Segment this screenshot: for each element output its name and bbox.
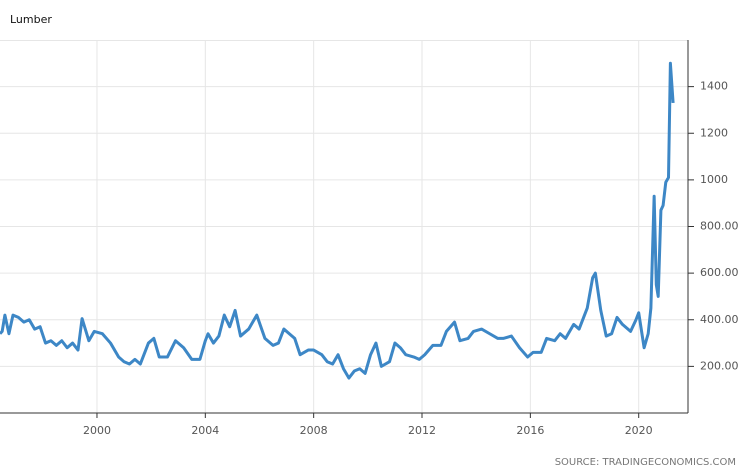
y-tick-label: 1400: [700, 80, 728, 93]
data-line: [0, 61, 675, 380]
x-tick-label: 2012: [408, 424, 436, 437]
x-tick-label: 2000: [83, 424, 111, 437]
source: SOURCE: TRADINGECONOMICS.COM: [555, 457, 736, 468]
y-tick-label: 1000: [700, 173, 728, 186]
chart-title: Lumber: [10, 13, 52, 26]
x-tick-label: 2016: [516, 424, 544, 437]
y-tick-label: 200.00: [700, 359, 739, 372]
y-tick-label: 800.00: [700, 220, 739, 233]
y-tick-label: 600.00: [700, 266, 739, 279]
x-tick-label: 2020: [625, 424, 653, 437]
y-tick-label: 400.00: [700, 313, 739, 326]
y-tick-label: 1200: [700, 126, 728, 139]
x-tick-label: 2008: [300, 424, 328, 437]
x-tick-label: 2004: [191, 424, 219, 437]
